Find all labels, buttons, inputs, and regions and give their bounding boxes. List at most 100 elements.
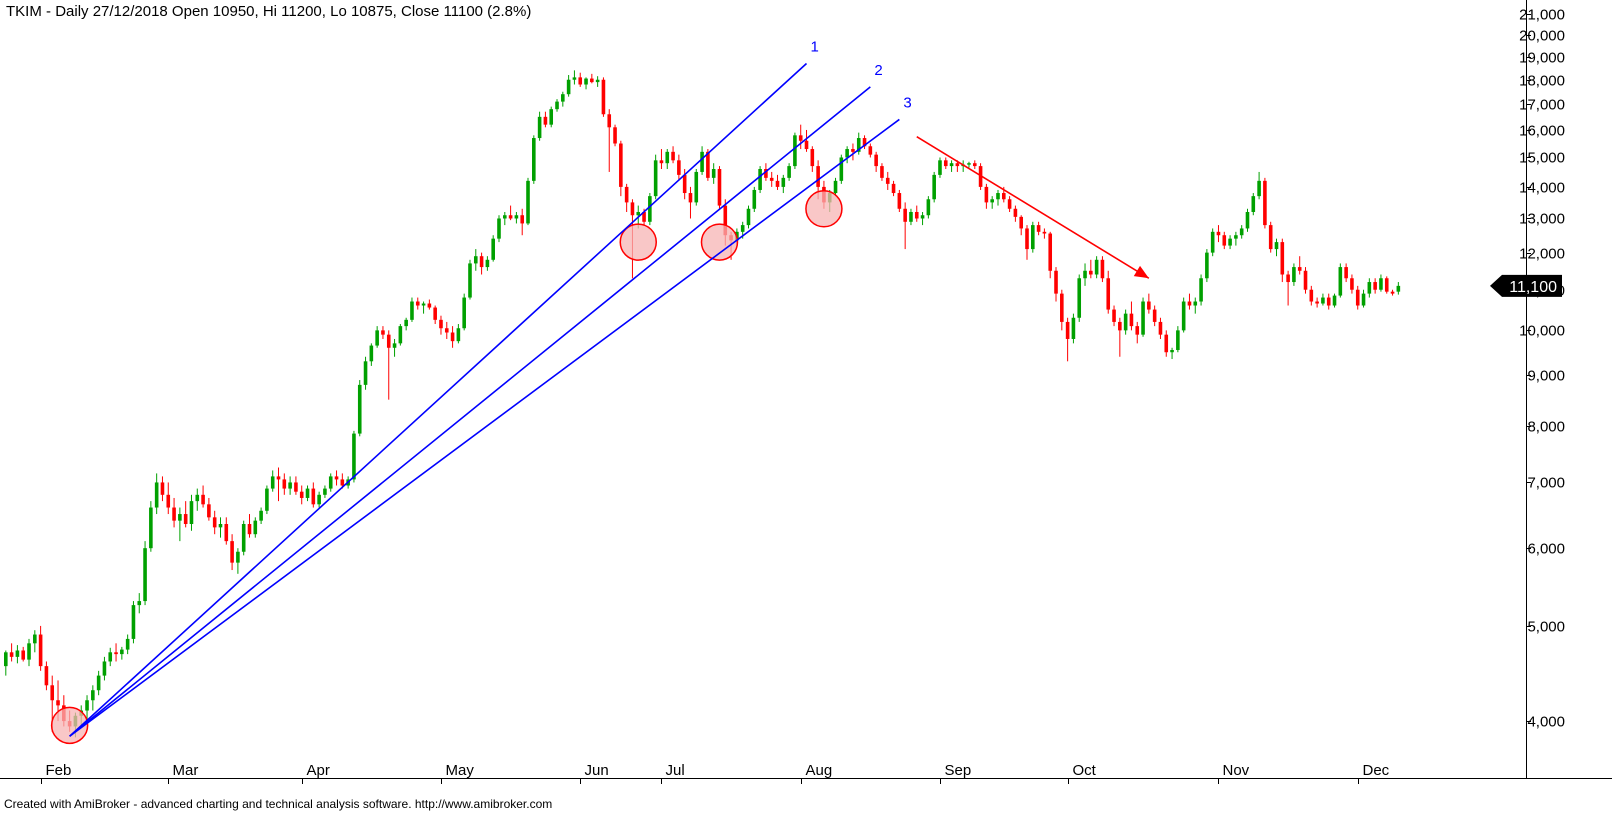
last-price-label: 11,100 xyxy=(1509,279,1557,296)
price-chart[interactable]: 1 2 3 4,000 5,000 6,000 7,000 8,000 9,000 10,000… xyxy=(0,0,1612,795)
candle-body xyxy=(328,476,333,489)
candle-body xyxy=(1338,267,1343,296)
candle-body xyxy=(584,78,588,85)
candle-body xyxy=(230,541,234,563)
candle xyxy=(450,326,455,348)
candle-body xyxy=(299,491,304,498)
candle-body xyxy=(972,163,977,167)
candle xyxy=(363,356,368,390)
candle-body xyxy=(1071,317,1076,339)
candle-body xyxy=(282,479,287,489)
candle-body xyxy=(793,135,797,167)
chart-header: TKIM - Daily 27/12/2018 Open 10950, Hi 1… xyxy=(6,3,531,20)
candle-body xyxy=(1228,238,1232,246)
candle xyxy=(1036,221,1041,236)
quote-info: Daily 27/12/2018 Open 10950, Hi 11200, L… xyxy=(55,3,532,20)
candle-body xyxy=(21,650,26,660)
candle-body xyxy=(9,652,14,657)
candle-body xyxy=(444,328,449,333)
candle xyxy=(143,541,147,606)
trendline xyxy=(69,86,871,737)
candle xyxy=(1060,289,1064,331)
candle xyxy=(183,501,188,528)
candle xyxy=(404,317,408,331)
candle xyxy=(537,111,542,141)
candle-body xyxy=(1222,235,1227,246)
candle-body xyxy=(717,169,722,206)
candle-body xyxy=(1355,289,1360,306)
candle xyxy=(114,643,118,662)
candle xyxy=(717,166,722,209)
candle xyxy=(1303,267,1308,294)
candle xyxy=(473,249,478,271)
candle xyxy=(1187,293,1192,310)
candle-body xyxy=(752,189,757,209)
candle xyxy=(810,146,815,172)
candle xyxy=(926,196,931,219)
candle-body xyxy=(1187,301,1192,306)
candle xyxy=(1071,313,1076,344)
candle-body xyxy=(1263,180,1267,226)
candle-body xyxy=(1158,321,1163,335)
candle-body xyxy=(810,149,815,167)
candle-body xyxy=(241,524,246,552)
candle xyxy=(154,473,159,515)
candle-body xyxy=(166,494,171,508)
pivot-circle xyxy=(805,190,843,228)
candle-body xyxy=(294,482,298,492)
candle xyxy=(555,99,559,112)
candle xyxy=(1129,301,1134,331)
candle xyxy=(1147,293,1151,314)
candle xyxy=(1338,263,1343,298)
candle xyxy=(1251,193,1256,216)
trendline-label: 2 xyxy=(874,62,882,79)
candle xyxy=(1135,321,1140,344)
candle xyxy=(1199,274,1203,306)
candle-body xyxy=(914,211,919,219)
candle-body xyxy=(1344,267,1348,279)
candle xyxy=(276,467,281,502)
candle xyxy=(1228,235,1232,250)
candle xyxy=(578,72,583,87)
candle xyxy=(1083,263,1087,286)
candle-body xyxy=(1094,259,1099,275)
candle-body xyxy=(955,163,960,167)
candle-body xyxy=(920,215,925,219)
candle-body xyxy=(1106,278,1111,310)
candle xyxy=(781,174,786,194)
candle-body xyxy=(1025,228,1029,250)
axis-labels: 4,0005,0006,0007,0008,0009,00010,00011,0… xyxy=(46,7,1566,780)
x-tick-label: Nov xyxy=(1223,762,1250,779)
candle xyxy=(1193,297,1198,314)
candle xyxy=(1181,297,1186,333)
candle-body xyxy=(601,79,606,115)
candle-body xyxy=(253,520,258,535)
candle xyxy=(1019,215,1024,236)
candle xyxy=(659,149,664,170)
candle-body xyxy=(131,605,136,639)
candle-body xyxy=(195,494,200,502)
candle-body xyxy=(102,661,107,676)
candle-body xyxy=(44,666,49,686)
candle xyxy=(1257,171,1261,200)
candle-body xyxy=(845,149,849,158)
candle-body xyxy=(1303,270,1308,290)
candle-body xyxy=(1367,282,1372,294)
candle xyxy=(386,330,391,400)
candle-body xyxy=(1135,326,1140,335)
y-tick-label: 20,000 xyxy=(1519,28,1565,45)
candle-body xyxy=(932,174,936,200)
candle-body xyxy=(125,638,130,650)
candle xyxy=(137,593,142,614)
candle-body xyxy=(149,507,153,549)
candle xyxy=(9,643,14,662)
candle-body xyxy=(201,494,205,505)
candle-body xyxy=(764,169,768,178)
candle xyxy=(253,517,258,538)
candle xyxy=(1332,293,1337,308)
candle xyxy=(15,645,20,664)
candle xyxy=(1379,274,1383,292)
candle xyxy=(305,485,310,502)
candle xyxy=(91,685,95,711)
candle xyxy=(700,146,704,175)
